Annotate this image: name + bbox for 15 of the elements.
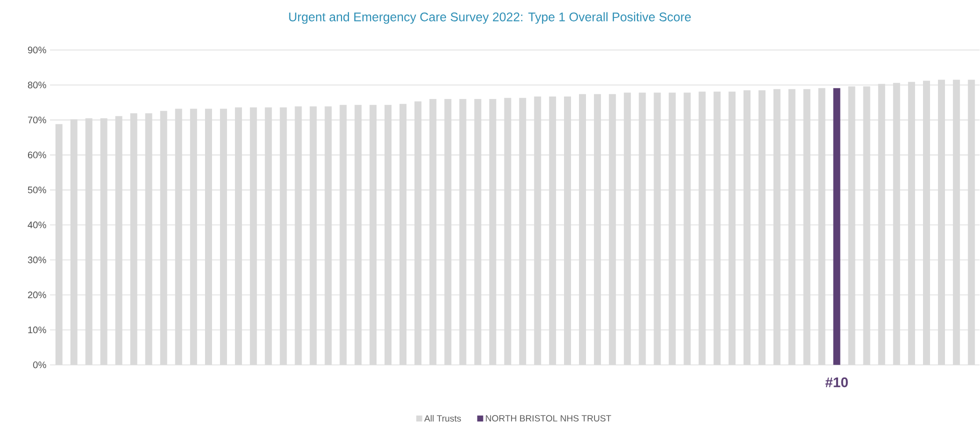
y-tick-label: 80% bbox=[28, 82, 46, 88]
bar bbox=[833, 88, 840, 365]
legend-label: NORTH BRISTOL NHS TRUST bbox=[486, 415, 612, 422]
legend-label: All Trusts bbox=[424, 415, 461, 422]
y-tick-label: 70% bbox=[28, 116, 46, 124]
y-tick-label: 0% bbox=[33, 362, 46, 368]
y-tick-label: 50% bbox=[28, 186, 46, 194]
y-tick-label: 30% bbox=[28, 256, 46, 264]
y-tick-label: 20% bbox=[28, 292, 46, 298]
y-tick-label: 60% bbox=[28, 152, 46, 158]
y-tick-label: 90% bbox=[28, 46, 46, 54]
y-tick-label: 10% bbox=[28, 326, 46, 334]
y-tick-label: 40% bbox=[28, 222, 46, 228]
chart-title: Urgent and Emergency Care Survey 2022: Type 1 Overall Positive Score bbox=[289, 12, 691, 24]
text: #10 bbox=[825, 377, 848, 388]
